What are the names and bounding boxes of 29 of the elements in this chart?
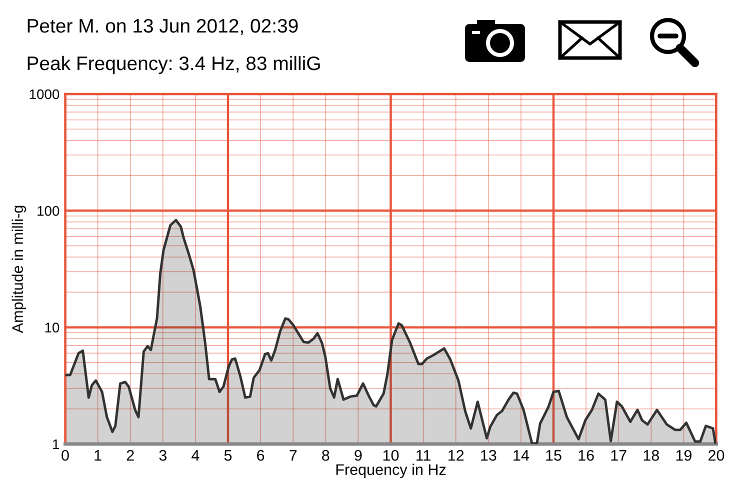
x-tick-label: 16 (578, 450, 594, 461)
x-tick-label: 5 (224, 450, 232, 461)
x-tick-label: 4 (192, 450, 200, 461)
x-tick-label: 6 (257, 450, 264, 461)
x-tick-label: 17 (611, 450, 626, 461)
x-tick-label: 12 (448, 450, 464, 461)
x-tick-label: 0 (62, 450, 69, 461)
x-tick-label: 9 (354, 450, 362, 461)
x-tick-label: 1 (94, 450, 102, 461)
chart-subtitle: Peak Frequency: 3.4 Hz, 83 milliG (28, 56, 320, 74)
x-tick-label: 15 (546, 450, 562, 461)
x-axis-title: Frequency in Hz (336, 464, 446, 478)
y-tick-label: 100 (38, 206, 60, 216)
y-axis-title: Amplitude in milli-g (12, 206, 26, 334)
x-tick-label: 14 (514, 450, 529, 461)
x-tick-label: 13 (481, 450, 496, 461)
x-tick-label: 3 (159, 450, 166, 461)
x-tick-label: 18 (644, 450, 659, 461)
x-tick-label: 8 (322, 450, 330, 461)
x-tick-label: 2 (126, 450, 134, 461)
x-tick-label: 10 (383, 450, 399, 461)
x-tick-label: 20 (708, 450, 724, 461)
y-tick-label: 1000 (30, 89, 60, 100)
chart-title: Peter M. on 13 Jun 2012, 02:39 (28, 18, 298, 36)
x-tick-label: 11 (416, 450, 430, 461)
y-tick-label: 10 (45, 322, 60, 333)
x-tick-label: 19 (676, 450, 692, 461)
y-tick-label: 1 (53, 439, 60, 450)
x-tick-label: 7 (290, 450, 297, 461)
